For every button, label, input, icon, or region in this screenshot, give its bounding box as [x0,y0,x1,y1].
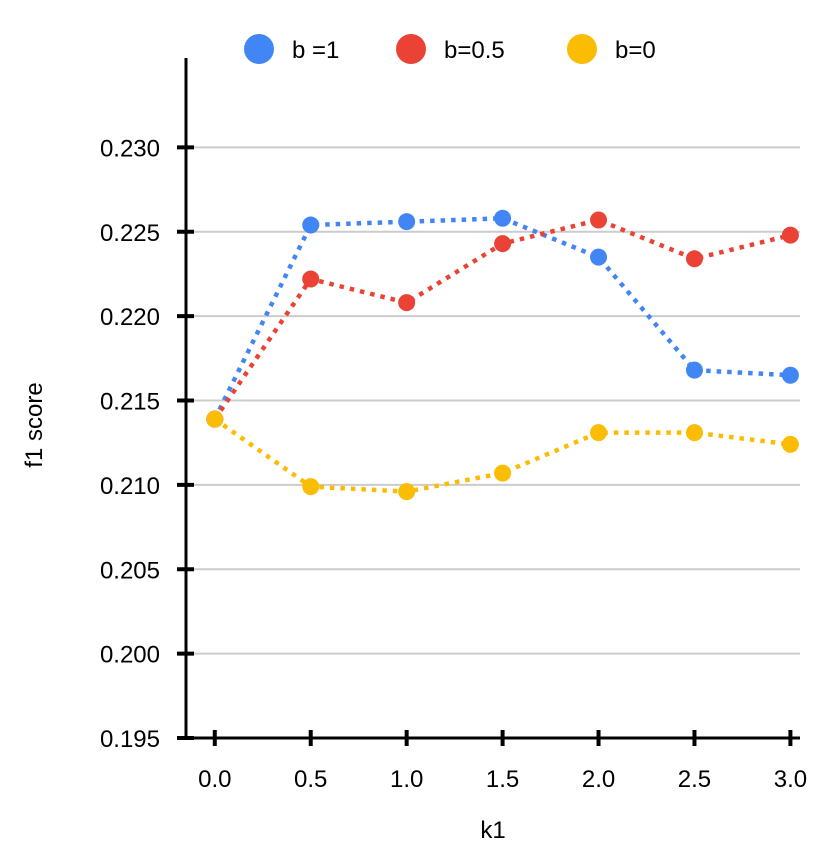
x-tick-label: 1.5 [486,766,519,793]
y-tick-label: 0.230 [100,135,160,162]
data-point [494,464,512,482]
data-point [590,211,608,229]
x-tick-label: 2.0 [582,766,615,793]
y-tick-label: 0.225 [100,220,160,247]
data-point [590,424,608,442]
y-tick-label: 0.205 [100,557,160,584]
data-point [590,248,608,266]
legend: b =1 b=0.5 b=0 [244,34,656,64]
x-tick-label: 2.5 [678,766,711,793]
legend-marker [396,34,426,64]
data-point [206,410,224,428]
data-point [685,250,703,268]
legend-item: b=0 [567,34,656,64]
legend-label: b=0.5 [444,37,505,64]
data-point [685,361,703,379]
series-3 [206,410,799,501]
y-tick-label: 0.210 [100,473,160,500]
data-point [494,235,512,253]
y-tick-label: 0.195 [100,726,160,753]
x-tick-label: 0.0 [198,766,231,793]
legend-label: b =1 [292,37,339,64]
data-point [494,209,512,227]
x-ticks: 0.0 0.5 1.0 1.5 2.0 2.5 3.0 [198,730,807,793]
data-point [302,270,320,288]
y-tick-label: 0.200 [100,642,160,669]
y-ticks: 0.195 0.200 0.205 0.210 0.215 0.220 0.225 0.230 [100,135,194,753]
legend-item: b =1 [244,34,339,64]
y-tick-label: 0.220 [100,304,160,331]
x-tick-label: 3.0 [774,766,807,793]
legend-label: b=0 [615,37,656,64]
x-tick-label: 0.5 [294,766,327,793]
data-point [398,294,416,312]
data-point [685,424,703,442]
x-axis-title: k1 [480,817,505,844]
y-tick-label: 0.215 [100,389,160,416]
y-axis-title: f1 score [21,382,48,467]
series-1 [206,209,799,428]
axes [184,58,800,740]
legend-marker [244,34,274,64]
data-point [781,226,799,244]
data-point [781,366,799,384]
series-group [206,209,799,501]
legend-item: b=0.5 [396,34,505,64]
data-point [398,213,416,231]
legend-marker [567,34,597,64]
series-2 [206,211,799,428]
data-point [302,216,320,234]
gridlines [186,146,800,655]
x-tick-label: 1.0 [390,766,423,793]
data-point [781,435,799,453]
data-point [302,478,320,496]
data-point [398,483,416,501]
